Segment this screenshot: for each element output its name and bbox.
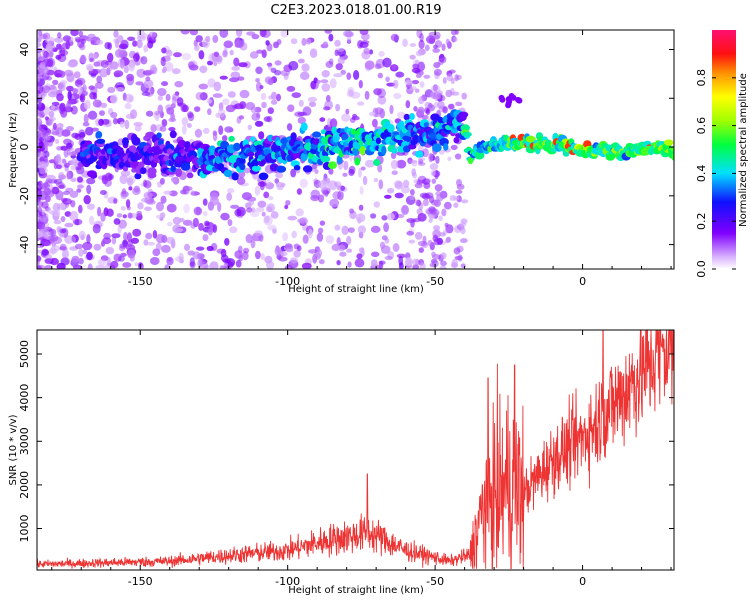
x-tick-label: -100 — [275, 275, 300, 288]
spectrogram-image — [37, 30, 674, 269]
y-tick-label: 0 — [18, 144, 31, 151]
y-tick-label: 40 — [18, 43, 31, 57]
snr-x-label: Height of straight line (km) — [288, 585, 424, 596]
colorbar-tick-label: 0.6 — [695, 117, 708, 135]
x-tick-label: 0 — [579, 275, 586, 288]
x-tick-label: -150 — [128, 575, 153, 588]
y-tick-label: 2000 — [18, 471, 31, 499]
figure-title: C2E3.2023.018.01.00.R19 — [270, 3, 441, 18]
spectrogram-axes: -150 -100 -50 0 -40 -20 0 20 40 — [18, 30, 674, 288]
snr-series-line — [37, 330, 674, 570]
spectrogram-y-label: Frequency (Hz) — [8, 112, 19, 188]
y-tick-label: 20 — [18, 91, 31, 105]
spectrogram-x-label: Height of straight line (km) — [288, 284, 424, 295]
snr-panel: -150 -100 -50 0 1000 2000 3000 4000 5000 Height … — [8, 329, 675, 596]
y-tick-label: 5000 — [18, 340, 31, 368]
spectrogram-panel: -150 -100 -50 0 -40 -20 0 20 40 Height of straig… — [8, 29, 675, 295]
y-tick-label: 3000 — [18, 427, 31, 455]
snr-frame — [36, 329, 675, 571]
x-tick-label: -50 — [426, 575, 444, 588]
spectrogram-frame — [36, 29, 675, 270]
x-tick-label: -100 — [275, 575, 300, 588]
colorbar-tick-label: 0.0 — [695, 260, 708, 278]
colorbar-ticks: 0.0 0.2 0.4 0.6 0.8 — [695, 69, 736, 278]
colorbar-gradient — [712, 30, 736, 269]
y-tick-label: -40 — [18, 236, 31, 254]
y-tick-label: 4000 — [18, 384, 31, 412]
x-tick-label: -50 — [426, 275, 444, 288]
colorbar-label: Normalized spectral amplitude — [738, 73, 749, 227]
colorbar-tick-label: 0.2 — [695, 212, 708, 230]
snr-axes: -150 -100 -50 0 1000 2000 3000 4000 5000 — [18, 330, 674, 588]
colorbar-tick-label: 0.4 — [695, 165, 708, 183]
x-tick-label: -150 — [128, 275, 153, 288]
snr-plot-area — [37, 330, 674, 570]
snr-y-label: SNR (10 * v/v) — [8, 414, 19, 485]
colorbar-tick-label: 0.8 — [695, 69, 708, 87]
colorbar: 0.0 0.2 0.4 0.6 0.8 Normalized spectral ampl… — [695, 30, 749, 278]
y-tick-label: -20 — [18, 187, 31, 205]
y-tick-label: 1000 — [18, 515, 31, 543]
x-tick-label: 0 — [579, 575, 586, 588]
